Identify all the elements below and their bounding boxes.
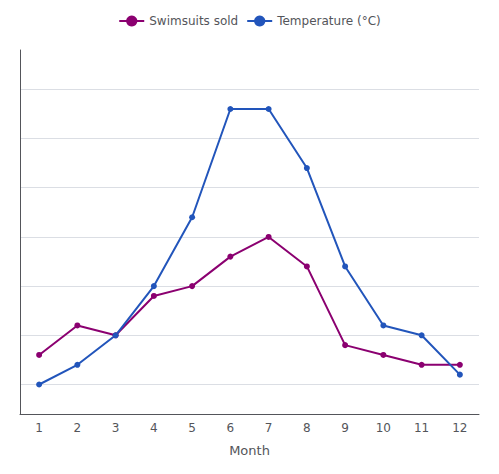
svg-text:11: 11 bbox=[414, 421, 429, 435]
svg-text:Month: Month bbox=[229, 443, 270, 458]
svg-text:10: 10 bbox=[376, 421, 391, 435]
svg-text:6: 6 bbox=[227, 421, 235, 435]
svg-text:1: 1 bbox=[35, 421, 43, 435]
svg-text:12: 12 bbox=[452, 421, 467, 435]
svg-text:5: 5 bbox=[188, 421, 196, 435]
svg-text:8: 8 bbox=[303, 421, 311, 435]
svg-text:2: 2 bbox=[74, 421, 82, 435]
svg-text:3: 3 bbox=[112, 421, 120, 435]
svg-text:Temperature (°C): Temperature (°C) bbox=[276, 14, 381, 28]
svg-text:4: 4 bbox=[150, 421, 158, 435]
svg-text:7: 7 bbox=[265, 421, 273, 435]
svg-text:Swimsuits sold: Swimsuits sold bbox=[149, 14, 238, 28]
svg-text:9: 9 bbox=[341, 421, 349, 435]
